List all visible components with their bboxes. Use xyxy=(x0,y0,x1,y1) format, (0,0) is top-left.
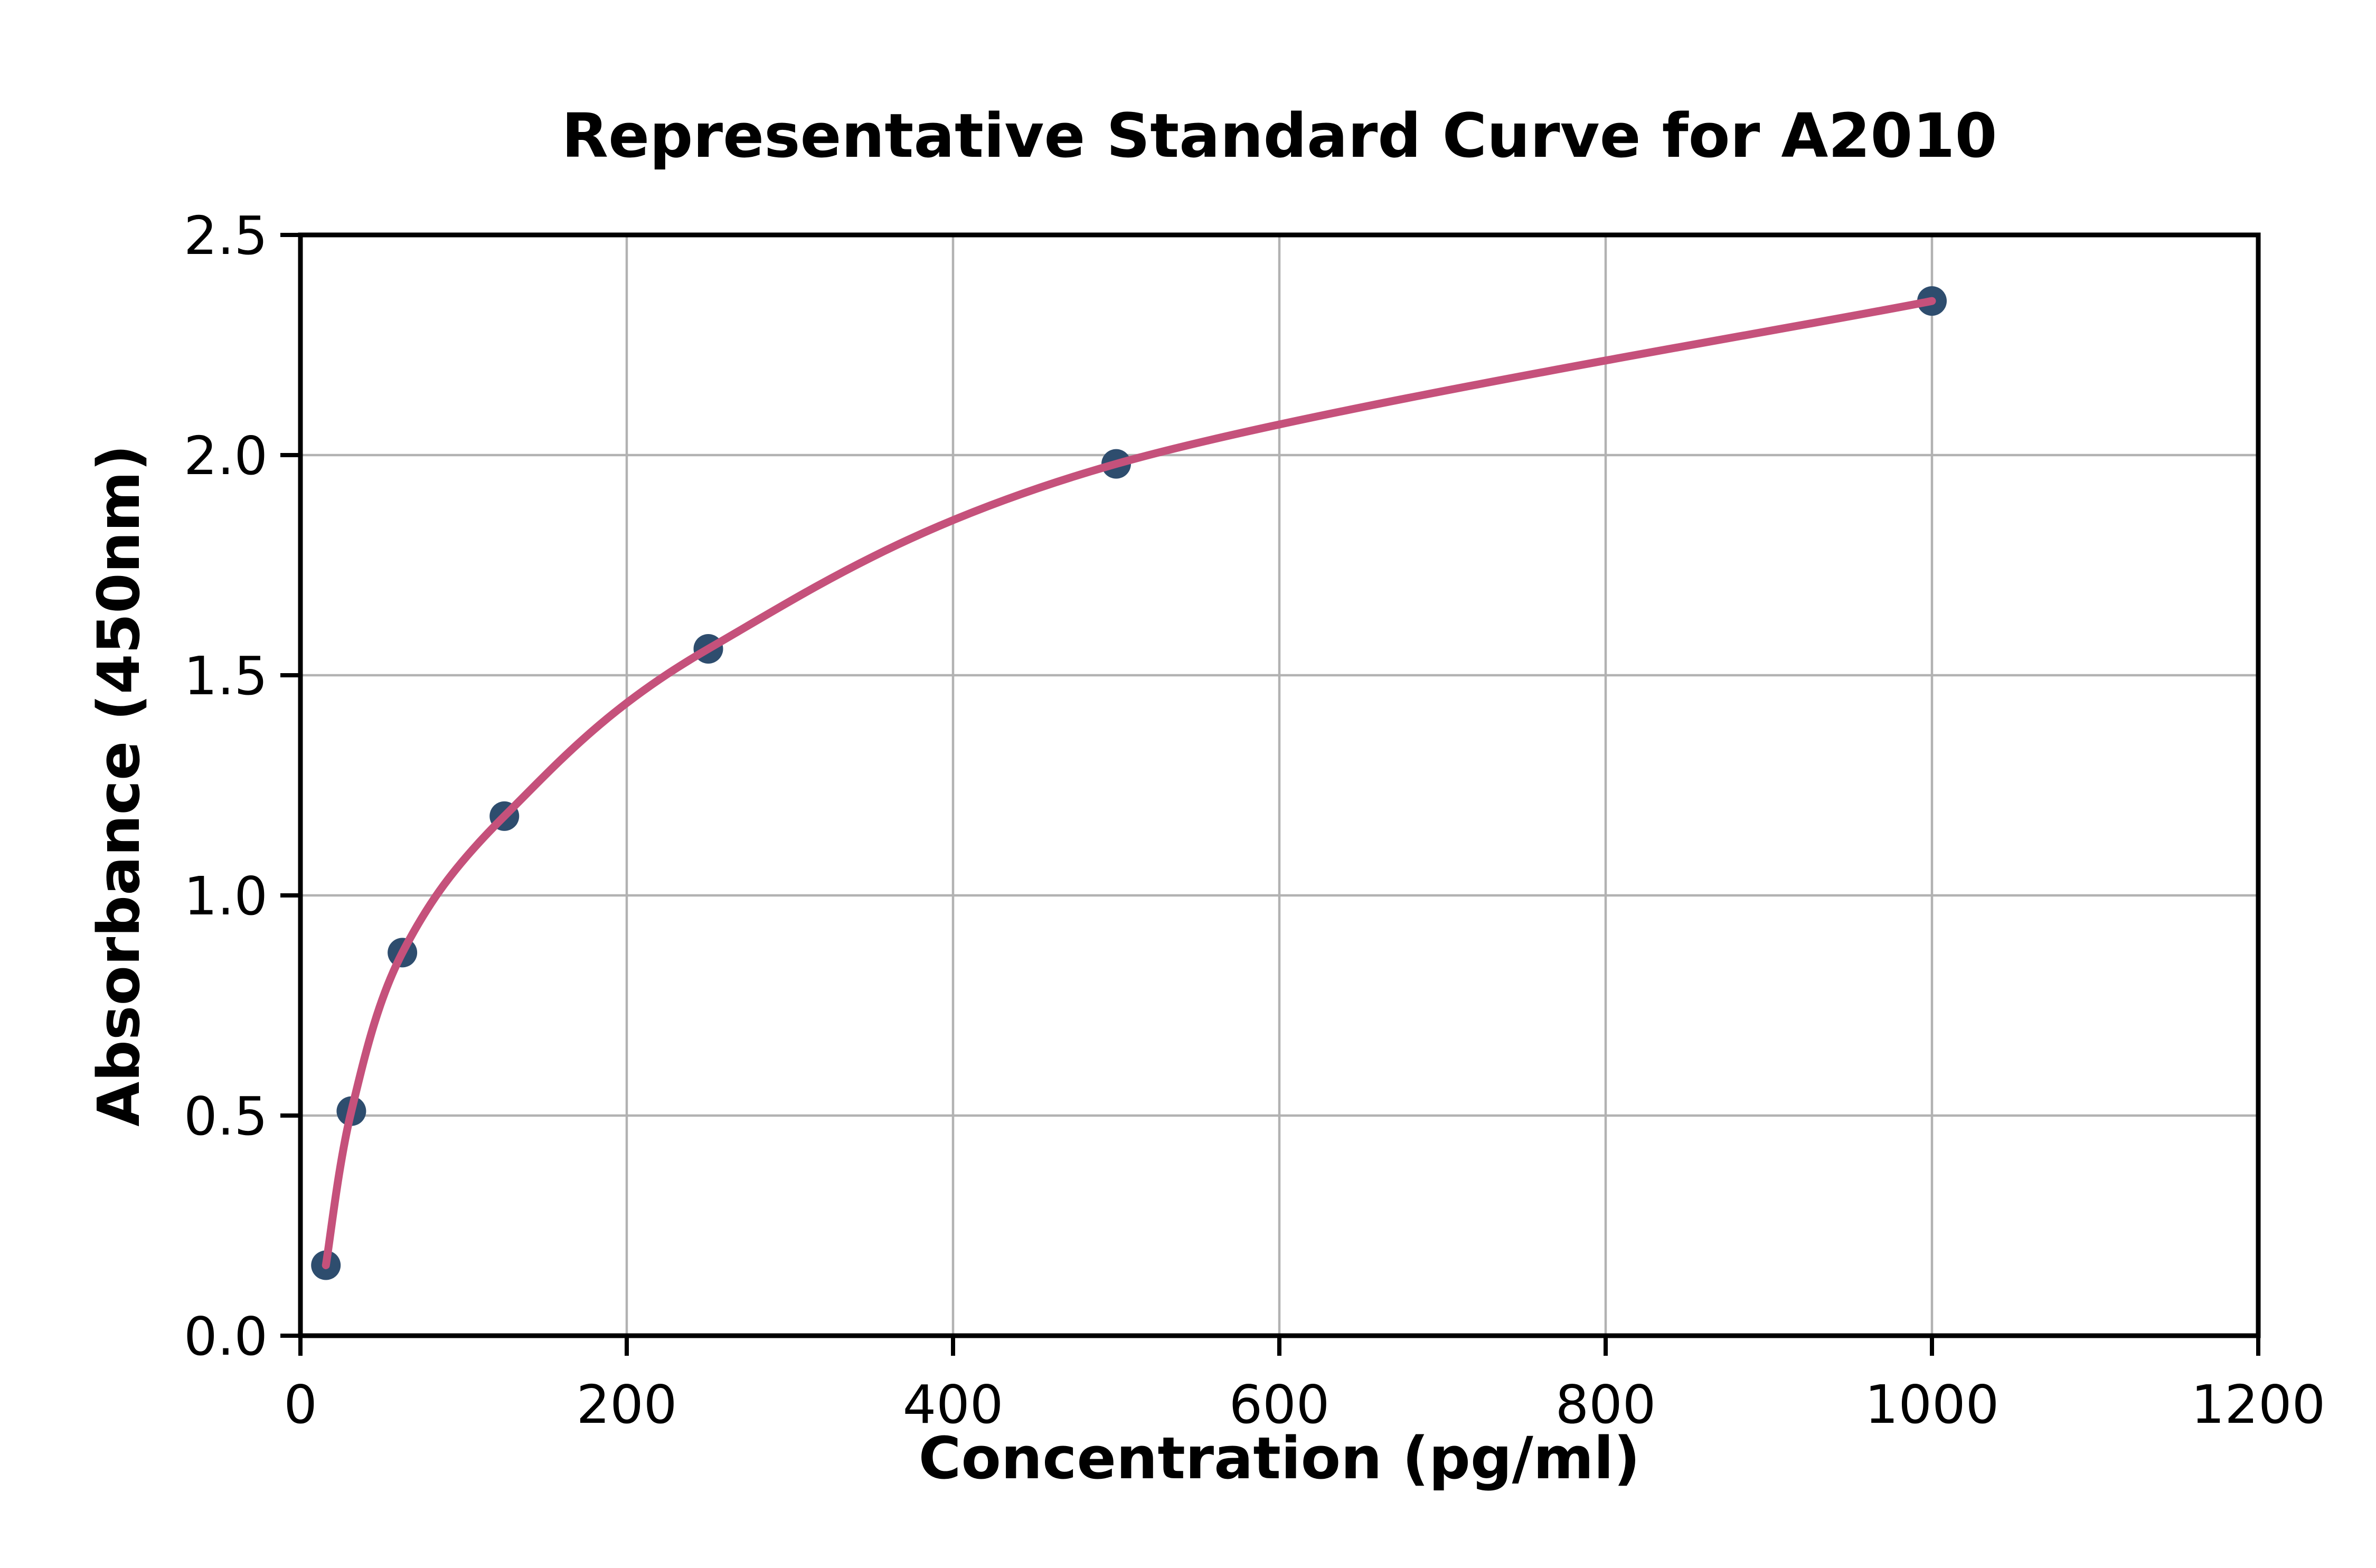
y-tick-label: 0.0 xyxy=(184,1306,268,1367)
axes-spines xyxy=(298,232,2261,1338)
y-tick-label: 1.5 xyxy=(184,645,268,707)
x-tick-label: 1000 xyxy=(1865,1374,2000,1435)
chart-title: Representative Standard Curve for A2010 xyxy=(561,101,1997,172)
y-tick-label: 0.5 xyxy=(184,1085,268,1147)
x-tick-label: 0 xyxy=(284,1374,317,1435)
y-tick-label: 2.5 xyxy=(184,205,268,267)
y-axis-label: Absorbance (450nm) xyxy=(85,445,153,1127)
x-tick-label: 200 xyxy=(577,1374,677,1435)
y-tick-label: 1.0 xyxy=(184,865,268,927)
y-tick-label: 2.0 xyxy=(184,425,268,487)
fitted-curve xyxy=(322,297,1936,1270)
x-axis-label: Concentration (pg/ml) xyxy=(918,1424,1640,1492)
x-tick-label: 600 xyxy=(1229,1374,1330,1435)
x-tick-label: 800 xyxy=(1555,1374,1656,1435)
x-tick-label: 1200 xyxy=(2191,1374,2326,1435)
x-tick-label: 400 xyxy=(903,1374,1004,1435)
